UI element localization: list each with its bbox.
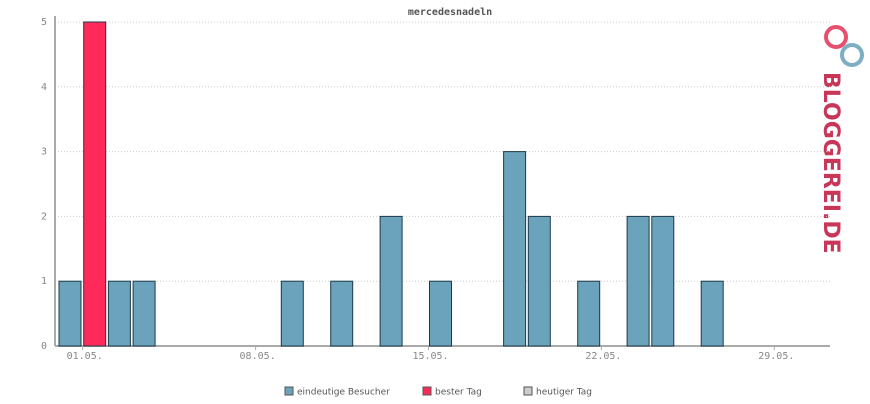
bar xyxy=(527,215,551,347)
legend-swatch xyxy=(523,386,533,396)
logo-icon xyxy=(824,25,864,67)
y-tick-label: 4 xyxy=(41,82,47,93)
bar xyxy=(330,280,354,347)
x-tick-label: 15.05. xyxy=(412,351,448,362)
bar xyxy=(626,215,650,347)
bar xyxy=(503,151,527,347)
logo-text: BLOGGEREI.DE xyxy=(818,72,843,254)
legend-swatch xyxy=(284,386,294,396)
bar xyxy=(83,21,107,347)
x-tick-label: 29.05. xyxy=(758,351,794,362)
legend-label: eindeutige Besucher xyxy=(297,388,390,398)
chart-title: mercedesnadeln xyxy=(408,7,492,18)
x-tick-label: 22.05. xyxy=(585,351,621,362)
bar xyxy=(379,215,403,347)
legend-swatch xyxy=(422,386,432,396)
bar xyxy=(700,280,724,347)
bar xyxy=(651,215,675,347)
bar xyxy=(577,280,601,347)
y-tick-label: 3 xyxy=(41,147,47,158)
y-tick-label: 2 xyxy=(41,211,47,222)
bar xyxy=(107,280,131,347)
bar xyxy=(58,280,82,347)
legend-label: bester Tag xyxy=(435,388,482,398)
y-tick-label: 5 xyxy=(41,17,47,28)
x-tick-label: 01.05. xyxy=(67,351,103,362)
bar xyxy=(429,280,452,347)
y-tick-label: 0 xyxy=(41,341,47,352)
legend-label: heutiger Tag xyxy=(536,388,592,398)
bar xyxy=(280,280,304,347)
bar xyxy=(132,280,156,347)
y-tick-label: 1 xyxy=(41,276,47,287)
x-tick-label: 08.05. xyxy=(240,351,276,362)
